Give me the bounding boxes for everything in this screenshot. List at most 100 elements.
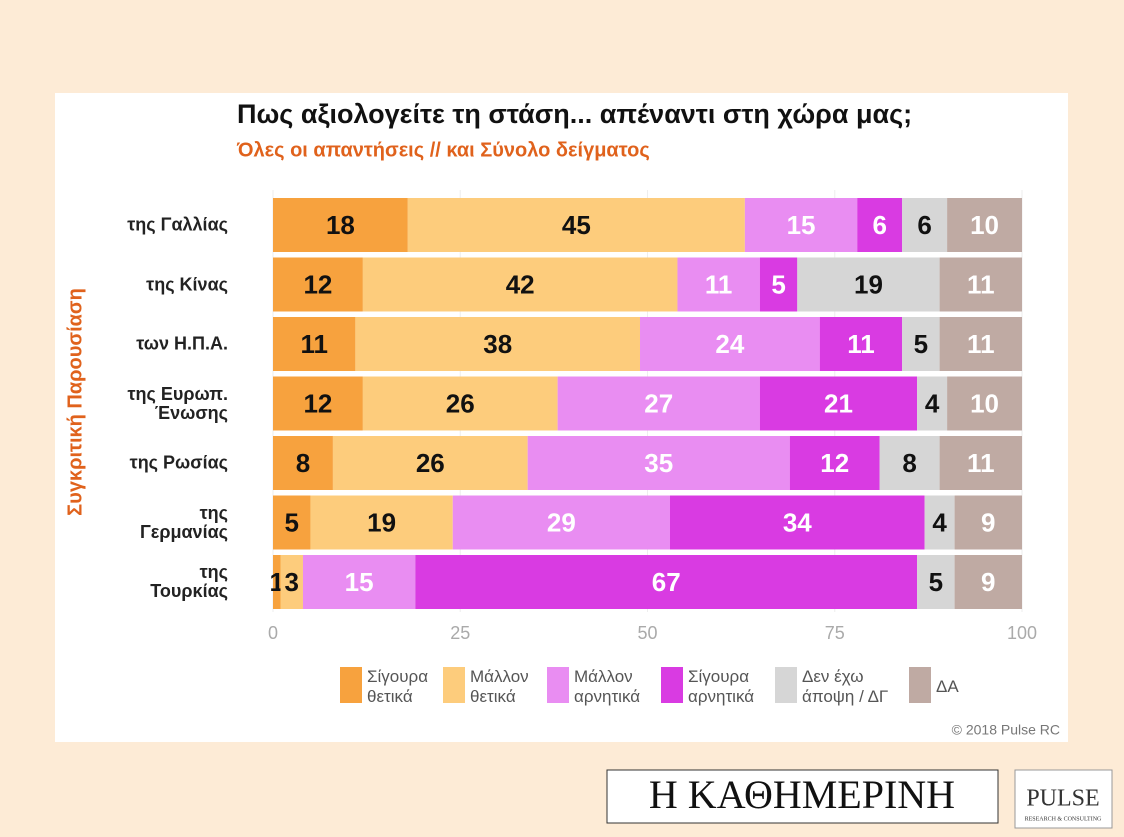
bar-segment — [677, 257, 760, 312]
value-label: 8 — [902, 448, 916, 478]
bar-segment — [947, 198, 1022, 252]
bar-segment — [527, 436, 790, 490]
bar-segment — [902, 198, 948, 252]
bar-segment — [939, 436, 1022, 490]
pulse-logo-box — [1014, 769, 1113, 829]
value-label: 29 — [547, 507, 576, 537]
legend-label: Σίγουρα θετικά — [367, 667, 429, 706]
value-label: 19 — [854, 269, 883, 299]
value-label: 5 — [284, 507, 298, 537]
bar-segment — [924, 495, 955, 550]
legend-swatch — [340, 667, 362, 703]
newspaper-logo: Η ΚΑΘΗΜΕΡΙΝΗ — [649, 772, 955, 817]
bar-segment — [797, 257, 940, 312]
bar-segment — [273, 257, 363, 312]
bar-segment — [302, 555, 416, 609]
bar-segment — [857, 198, 903, 252]
bar-segment — [954, 555, 1022, 609]
bar-segment — [759, 257, 798, 312]
category-label: της Ρωσίας — [129, 452, 228, 473]
value-label: 12 — [820, 448, 849, 478]
legend-swatch — [661, 667, 683, 703]
legend-swatch — [443, 667, 465, 703]
value-label: 21 — [824, 388, 853, 418]
bar-segment — [759, 376, 918, 431]
category-label: της Κίνας — [146, 274, 228, 294]
copyright: © 2018 Pulse RC — [952, 722, 1060, 738]
value-label: 19 — [367, 507, 396, 537]
value-label: 24 — [715, 329, 744, 359]
newspaper-logo-box — [606, 769, 999, 824]
bar-segment — [332, 436, 528, 490]
bar-segment — [362, 257, 678, 312]
bar-segment — [273, 317, 356, 371]
value-label: 5 — [914, 329, 928, 359]
x-tick-label: 50 — [637, 623, 657, 643]
value-label: 26 — [416, 448, 445, 478]
legend-swatch — [909, 667, 931, 703]
value-label: 8 — [296, 448, 310, 478]
bar-segment — [557, 376, 760, 431]
legend-label: ΔΑ — [936, 677, 959, 696]
value-label: 11 — [300, 329, 328, 359]
bar-segment — [917, 376, 948, 431]
category-label: των Η.Π.Α. — [136, 333, 228, 354]
category-label: της Τουρκίας — [150, 562, 228, 601]
legend-swatch — [775, 667, 797, 703]
pulse-logo: PULSE — [1026, 786, 1099, 812]
x-tick-label: 25 — [450, 623, 470, 643]
bar-segment — [273, 376, 363, 431]
value-label: 9 — [981, 567, 995, 597]
bar-segment — [273, 495, 311, 550]
bar-segment — [415, 555, 918, 609]
value-label: 15 — [345, 567, 374, 597]
value-label: 11 — [967, 329, 995, 359]
legend-label: Δεν έχω άποψη / ΔΓ — [802, 667, 889, 706]
value-label: 34 — [783, 507, 812, 537]
legend-label: Μάλλον θετικά — [470, 667, 529, 706]
pulse-logo-sub: RESEARCH & CONSULTING — [1025, 816, 1102, 822]
value-label: 11 — [967, 269, 995, 299]
value-label: 3 — [284, 567, 298, 597]
chart-title: Πως αξιολογείτε τη στάση... απέναντι στη… — [237, 99, 912, 129]
bar-segment — [640, 317, 820, 371]
value-label: 5 — [929, 567, 943, 597]
bar-segment — [362, 376, 558, 431]
value-label: 6 — [872, 210, 886, 240]
value-label: 18 — [326, 210, 355, 240]
value-label: 45 — [562, 210, 591, 240]
bar-segment — [744, 198, 858, 252]
bar-segment — [310, 495, 453, 550]
bar-segment — [789, 436, 880, 490]
value-label: 12 — [303, 269, 332, 299]
value-label: 11 — [847, 329, 875, 359]
value-label: 4 — [925, 388, 940, 418]
category-label: της Ευρωπ. Ένωσης — [127, 383, 229, 423]
chart-subtitle: Όλες οι απαντήσεις // και Σύνολο δείγματ… — [236, 139, 650, 161]
value-label: 38 — [483, 329, 512, 359]
value-label: 67 — [652, 567, 681, 597]
value-label: 26 — [446, 388, 475, 418]
value-label: 9 — [981, 507, 995, 537]
value-label: 27 — [644, 388, 673, 418]
legend-label: Μάλλον αρνητικά — [574, 667, 641, 706]
x-tick-label: 0 — [268, 623, 278, 643]
legend-swatch — [547, 667, 569, 703]
value-label: 11 — [705, 269, 733, 299]
bar-segment — [273, 198, 408, 252]
bar-segment — [452, 495, 670, 550]
bar-segment — [939, 317, 1022, 371]
bar-segment — [273, 555, 281, 609]
value-label: 15 — [787, 210, 816, 240]
bar-segment — [902, 317, 940, 371]
category-label: της Γερμανίας — [139, 502, 228, 542]
value-label: 12 — [303, 388, 332, 418]
y-axis-label: Συγκριτική Παρουσίαση — [64, 288, 86, 516]
bar-segment — [355, 317, 641, 371]
bar-segment — [819, 317, 903, 371]
value-label: 10 — [970, 388, 999, 418]
value-label: 10 — [970, 210, 999, 240]
value-label: 42 — [506, 269, 535, 299]
bar-segment — [879, 436, 940, 490]
